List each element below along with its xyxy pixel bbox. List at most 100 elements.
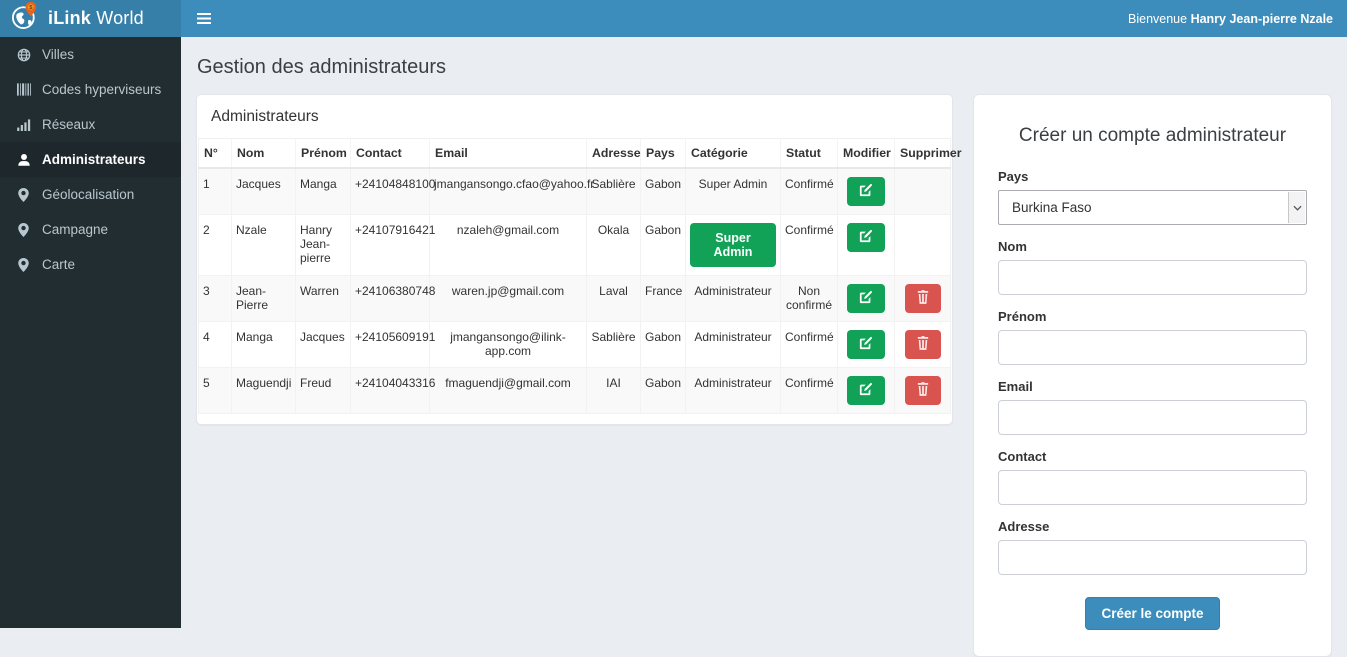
- cell-adresse: Okala: [586, 214, 641, 276]
- edit-icon: [859, 336, 873, 353]
- super-admin-badge[interactable]: Super Admin: [690, 223, 776, 267]
- sidebar-toggle-button[interactable]: [181, 0, 227, 37]
- selected-option: Burkina Faso: [1012, 200, 1092, 215]
- cell-num: 2: [198, 214, 232, 276]
- cell-prenom: Warren: [295, 275, 351, 322]
- cell-statut: Confirmé: [780, 321, 838, 368]
- cell-modifier: [837, 214, 895, 276]
- sidebar-item-geolocalisation[interactable]: Géolocalisation: [0, 177, 181, 212]
- contact-field[interactable]: [998, 470, 1307, 505]
- edit-icon: [859, 290, 873, 307]
- edit-button[interactable]: [847, 330, 885, 359]
- cell-email: jmangansongo@ilink-app.com: [429, 321, 587, 368]
- cell-statut: Confirmé: [780, 167, 838, 215]
- sidebar-item-codes-hyperviseurs[interactable]: Codes hyperviseurs: [0, 72, 181, 107]
- delete-button[interactable]: [904, 330, 941, 359]
- edit-icon: [859, 183, 873, 200]
- sidebar-item-label: Administrateurs: [42, 152, 146, 167]
- cell-num: 4: [198, 321, 232, 368]
- sidebar-item-administrateurs[interactable]: Administrateurs: [0, 142, 181, 177]
- pays-select[interactable]: Burkina Faso: [998, 190, 1307, 225]
- sidebar-item-carte[interactable]: Carte: [0, 247, 181, 282]
- form-group: Email: [998, 379, 1307, 435]
- ilink-globe-logo-icon: $: [10, 1, 40, 36]
- create-admin-panel: Créer un compte administrateur Pays Burki…: [973, 94, 1332, 657]
- delete-button[interactable]: [904, 376, 941, 405]
- cell-contact: +24107916421: [350, 214, 435, 276]
- cell-pays: France: [640, 275, 686, 322]
- email-field[interactable]: [998, 400, 1307, 435]
- cell-adresse: Laval: [586, 275, 641, 322]
- cell-nom: Jean-Pierre: [231, 275, 296, 322]
- trash-icon: [917, 290, 929, 307]
- column-header: N°: [198, 138, 232, 169]
- create-account-button[interactable]: Créer le compte: [1085, 597, 1220, 630]
- cell-nom: Manga: [231, 321, 296, 368]
- administrators-table: N° Nom Prénom Contact Email Adresse Pays Catégo…: [198, 138, 962, 414]
- field-label: Prénom: [998, 309, 1047, 324]
- brand-logo-area[interactable]: $ iLink World: [0, 0, 181, 37]
- svg-text:$: $: [29, 5, 33, 11]
- column-header: Pays: [640, 138, 686, 169]
- table-row: 3 Jean-Pierre Warren +24106380748 waren.jp@g…: [198, 275, 951, 322]
- brand-title: iLink World: [48, 8, 144, 28]
- cell-nom: Maguendji: [231, 367, 296, 414]
- cell-modifier: [837, 275, 895, 322]
- sidebar-menu: Villes Codes hyperviseurs Réseaux Administr…: [0, 37, 181, 282]
- delete-button[interactable]: [904, 284, 941, 313]
- top-bar: $ iLink World Bienvenue Hanry Jean-pierr…: [0, 0, 1347, 37]
- edit-icon: [859, 229, 873, 246]
- cell-prenom: Jacques: [295, 321, 351, 368]
- column-header: Statut: [780, 138, 838, 169]
- edit-button[interactable]: [847, 223, 885, 252]
- edit-button[interactable]: [847, 177, 885, 206]
- cell-nom: Jacques: [231, 167, 296, 215]
- sidebar-item-campagne[interactable]: Campagne: [0, 212, 181, 247]
- column-header: Adresse: [586, 138, 641, 169]
- cell-adresse: Sablière: [586, 167, 641, 215]
- nom-field[interactable]: [998, 260, 1307, 295]
- field-label: Adresse: [998, 519, 1050, 534]
- table-row: 2 Nzale Hanry Jean-pierre +24107916421 nzale…: [198, 214, 951, 276]
- cell-pays: Gabon: [640, 167, 686, 215]
- field-label: Email: [998, 379, 1033, 394]
- form-group: Nom: [998, 239, 1307, 295]
- form-group: Prénom: [998, 309, 1307, 365]
- cell-email: fmaguendji@gmail.com: [429, 367, 587, 414]
- field-label: Contact: [998, 449, 1047, 464]
- cell-prenom: Manga: [295, 167, 351, 215]
- cell-categorie: Administrateur: [685, 367, 781, 414]
- table-head-row: N° Nom Prénom Contact Email Adresse Pays Catégo…: [198, 138, 962, 169]
- form-title: Créer un compte administrateur: [1018, 125, 1287, 146]
- cell-supprimer: [894, 321, 951, 368]
- user-icon: [16, 153, 31, 167]
- cell-supprimer: [894, 167, 951, 215]
- cell-email: jmangansongo.cfao@yahoo.fr: [429, 167, 594, 215]
- cell-statut: Confirmé: [780, 214, 838, 276]
- sidebar-item-reseaux[interactable]: Réseaux: [0, 107, 181, 142]
- sidebar-item-villes[interactable]: Villes: [0, 37, 181, 72]
- column-header: Catégorie: [685, 138, 781, 169]
- cell-statut: Confirmé: [780, 367, 838, 414]
- column-header: Supprimer: [894, 138, 962, 169]
- cell-num: 3: [198, 275, 232, 322]
- field-label: Nom: [998, 239, 1027, 254]
- adresse-field[interactable]: [998, 540, 1307, 575]
- table-row: 4 Manga Jacques +24105609191 jmangansongo@il…: [198, 321, 951, 368]
- edit-button[interactable]: [847, 376, 885, 405]
- column-header: Nom: [231, 138, 296, 169]
- cell-supprimer: [894, 275, 951, 322]
- sidebar-item-label: Carte: [42, 257, 76, 272]
- column-header: Contact: [350, 138, 430, 169]
- cell-categorie: Administrateur: [685, 275, 781, 322]
- edit-button[interactable]: [847, 284, 885, 313]
- cell-num: 1: [198, 167, 232, 215]
- trash-icon: [917, 336, 929, 353]
- hamburger-icon: [197, 13, 211, 24]
- cell-categorie: Super Admin: [685, 167, 781, 215]
- sidebar-item-label: Villes: [42, 47, 75, 62]
- sidebar-item-label: Codes hyperviseurs: [42, 82, 162, 97]
- prenom-field[interactable]: [998, 330, 1307, 365]
- column-header: Prénom: [295, 138, 351, 169]
- cell-supprimer: [894, 214, 951, 276]
